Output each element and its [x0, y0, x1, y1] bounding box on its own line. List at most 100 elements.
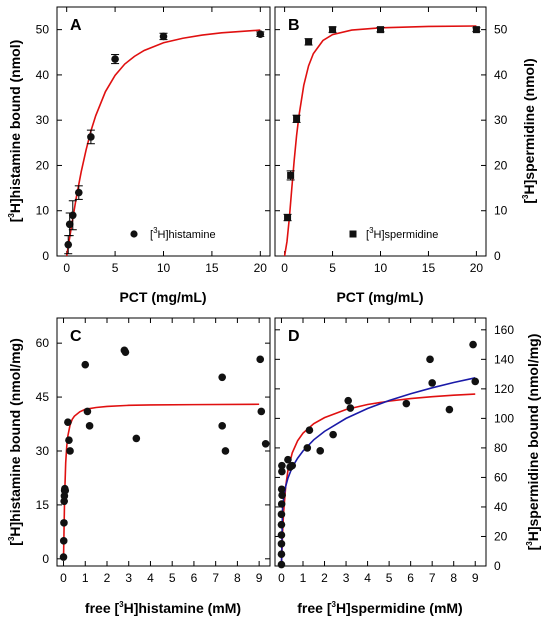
- data-point-circle: [469, 340, 477, 349]
- x-tick-label: 1: [300, 571, 307, 585]
- data-point-circle: [74, 188, 83, 197]
- y-tick-label: 40: [36, 68, 50, 82]
- x-tick-label: 0: [278, 571, 285, 585]
- data-point-circle: [288, 461, 297, 470]
- x-tick-label: 3: [125, 571, 132, 585]
- data-point-circle: [218, 422, 226, 430]
- x-axis-title-sup: 3: [331, 600, 336, 609]
- y-axis-title-sup: 3: [521, 194, 530, 199]
- x-tick-label: 5: [169, 571, 176, 585]
- x-tick-label: 2: [321, 571, 328, 585]
- y-axis-title-text: spermidine (nmol): [521, 58, 537, 179]
- data-point-circle: [344, 396, 353, 405]
- x-tick-label: 6: [407, 571, 414, 585]
- x-tick-label: 3: [343, 571, 350, 585]
- y-tick-label: 40: [494, 500, 508, 514]
- y-axis-title-sup: 3: [525, 541, 534, 546]
- data-point-circle: [346, 404, 355, 412]
- data-point-circle: [111, 55, 119, 63]
- y-axis-title: [3H]spermidine (nmol): [521, 58, 537, 203]
- y-axis-title-sup: 3: [7, 213, 16, 218]
- y-tick-label: 0: [42, 552, 49, 566]
- fit-curves: [62, 403, 260, 559]
- data-point-circle: [121, 348, 130, 356]
- y-tick-label: 20: [36, 158, 50, 172]
- data-point-circle: [61, 486, 70, 495]
- data-point-circle: [68, 211, 77, 220]
- axis-ticks: 0 5 10 15 20 0 10 20 30 40 50: [275, 7, 508, 275]
- fit-curves: [65, 29, 261, 257]
- data-point-square: [284, 214, 292, 222]
- legend-label-text: histamine: [169, 229, 216, 241]
- data-point-square: [329, 26, 337, 34]
- data-point-circle: [445, 405, 454, 414]
- x-tick-label: 9: [256, 571, 263, 585]
- x-axis-title: PCT (mg/mL): [336, 289, 423, 305]
- fit-curve-red: [283, 25, 477, 257]
- y-tick-label: 50: [36, 23, 50, 37]
- y-tick-label: 50: [494, 23, 508, 37]
- x-axis-title: PCT (mg/mL): [119, 289, 206, 305]
- y-tick-label: 80: [494, 441, 508, 455]
- data-point-circle: [60, 497, 68, 506]
- legend: [3H]histamine: [130, 226, 216, 241]
- x-tick-label: 0: [281, 261, 288, 275]
- data-point-circle: [256, 355, 265, 364]
- data-point-circle: [256, 30, 265, 38]
- x-axis-title-sup: 3: [119, 600, 124, 609]
- y-tick-label: 160: [494, 323, 514, 337]
- data-point-circle: [305, 426, 314, 434]
- y-tick-label: 60: [494, 470, 508, 484]
- data-point-square: [377, 26, 384, 34]
- x-tick-label: 15: [422, 261, 436, 275]
- x-tick-label: 4: [364, 571, 371, 585]
- data-point-circle: [159, 32, 168, 41]
- data-point-circle: [329, 430, 337, 439]
- data-point-square: [305, 38, 313, 46]
- data-point-circle: [64, 240, 73, 249]
- data-point-circle: [81, 360, 90, 369]
- data-point-circle: [64, 418, 72, 427]
- legend-label: [3H]histamine: [150, 226, 216, 241]
- data-point-circle: [59, 553, 68, 561]
- fit-curve-red: [62, 403, 260, 559]
- legend-label-text: spermidine: [385, 229, 439, 241]
- data-point-circle: [87, 133, 95, 141]
- data-point-circle: [85, 422, 94, 430]
- panel-a: 0 5 10 15 20 0 10 20 30 40 50 A [3H]histamine PCT …: [7, 6, 271, 305]
- x-tick-label: 0: [60, 571, 67, 585]
- panel-label-a: A: [70, 17, 82, 34]
- x-tick-label: 7: [429, 571, 436, 585]
- y-tick-label: 40: [494, 68, 508, 82]
- data-point-circle: [221, 447, 230, 455]
- data-points: [283, 26, 481, 222]
- data-point-circle: [278, 461, 286, 470]
- x-tick-label: 10: [374, 261, 388, 275]
- y-tick-label: 140: [494, 352, 514, 366]
- y-axis-title: [3H]histamine bound (nmol/mg): [7, 338, 23, 545]
- x-axis-title-prefix: free [: [297, 600, 332, 616]
- y-tick-label: 100: [494, 411, 514, 425]
- x-tick-label: 5: [386, 571, 393, 585]
- x-tick-label: 15: [205, 261, 219, 275]
- y-axis-title-text: histamine bound (nmol/mg): [7, 338, 23, 522]
- panel-b: 0 5 10 15 20 0 10 20 30 40 50 B [3H]spermidine PCT…: [274, 6, 537, 305]
- data-point-square: [293, 115, 301, 123]
- data-point-circle: [284, 455, 292, 464]
- data-point-circle: [60, 519, 68, 527]
- panel-label-c: C: [70, 328, 82, 345]
- y-axis-title-sup: 3: [7, 536, 16, 541]
- y-axis-title: [3H]histamine bound (nmol): [7, 40, 23, 223]
- y-tick-label: 45: [36, 390, 50, 404]
- data-point-circle: [277, 485, 286, 494]
- x-tick-label: 5: [329, 261, 336, 275]
- data-point-circle: [278, 491, 286, 499]
- data-point-circle: [277, 550, 286, 558]
- y-tick-label: 15: [36, 498, 50, 512]
- data-point-circle: [277, 510, 286, 519]
- panel-label-b: B: [288, 17, 300, 34]
- data-point-circle: [402, 399, 411, 408]
